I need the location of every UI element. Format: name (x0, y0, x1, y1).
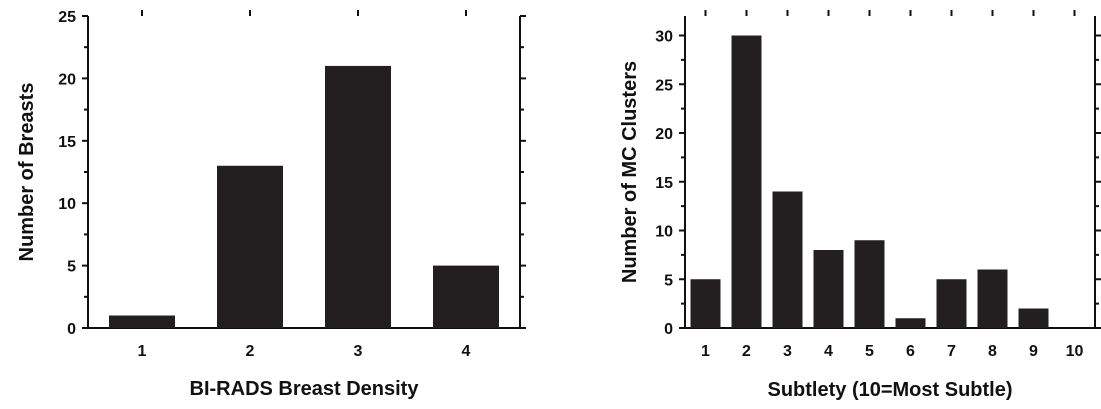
bar-2 (731, 35, 762, 328)
bar-7 (936, 279, 967, 328)
x-tick-label: 5 (865, 343, 874, 360)
x-tick-label: 10 (1066, 343, 1084, 360)
y-tick-label: 5 (67, 259, 76, 276)
x-tick-label: 8 (988, 343, 997, 360)
x-tick-label: 7 (947, 343, 956, 360)
bar-4 (433, 265, 499, 328)
y-tick-label: 25 (655, 77, 673, 94)
x-tick-label: 3 (354, 343, 363, 360)
y-tick-label: 10 (58, 196, 76, 213)
breast-density-chart: BI-RADS Breast Density Number of Breasts… (16, 9, 526, 400)
y-axis-title: Number of Breasts (16, 83, 38, 262)
x-tick-label: 1 (138, 343, 147, 360)
y-tick-label: 0 (67, 321, 76, 338)
bar-9 (1018, 308, 1049, 328)
x-tick-label: 2 (246, 343, 255, 360)
y-axis-title: Number of MC Clusters (619, 61, 641, 283)
y-tick-label: 0 (664, 321, 673, 338)
bar-2 (217, 165, 283, 328)
y-tick-label: 15 (58, 134, 76, 151)
x-tick-label: 3 (783, 343, 792, 360)
bar-1 (109, 315, 175, 328)
y-tick-label: 5 (664, 272, 673, 289)
x-tick-label: 9 (1029, 343, 1038, 360)
x-tick-label: 4 (462, 343, 471, 360)
y-tick-label: 25 (58, 9, 76, 26)
x-tick-label: 4 (824, 343, 833, 360)
y-tick-label: 20 (58, 71, 76, 88)
bar-3 (772, 191, 803, 328)
x-tick-label: 2 (742, 343, 751, 360)
y-tick-label: 10 (655, 224, 673, 241)
bar-3 (325, 65, 391, 329)
subtlety-chart: Subtlety (10=Most Subtle) Number of MC C… (619, 10, 1101, 401)
y-tick-label: 20 (655, 126, 673, 143)
bar-6 (895, 318, 926, 328)
x-tick-label: 6 (906, 343, 915, 360)
bar-8 (977, 269, 1008, 328)
bar-5 (854, 240, 885, 328)
x-axis-title: Subtlety (10=Most Subtle) (767, 379, 1012, 401)
bar-4 (813, 250, 844, 328)
x-tick-label: 1 (701, 343, 710, 360)
y-tick-label: 30 (655, 29, 673, 46)
y-tick-label: 15 (655, 175, 673, 192)
x-axis-title: BI-RADS Breast Density (190, 378, 420, 400)
bar-1 (690, 279, 721, 328)
